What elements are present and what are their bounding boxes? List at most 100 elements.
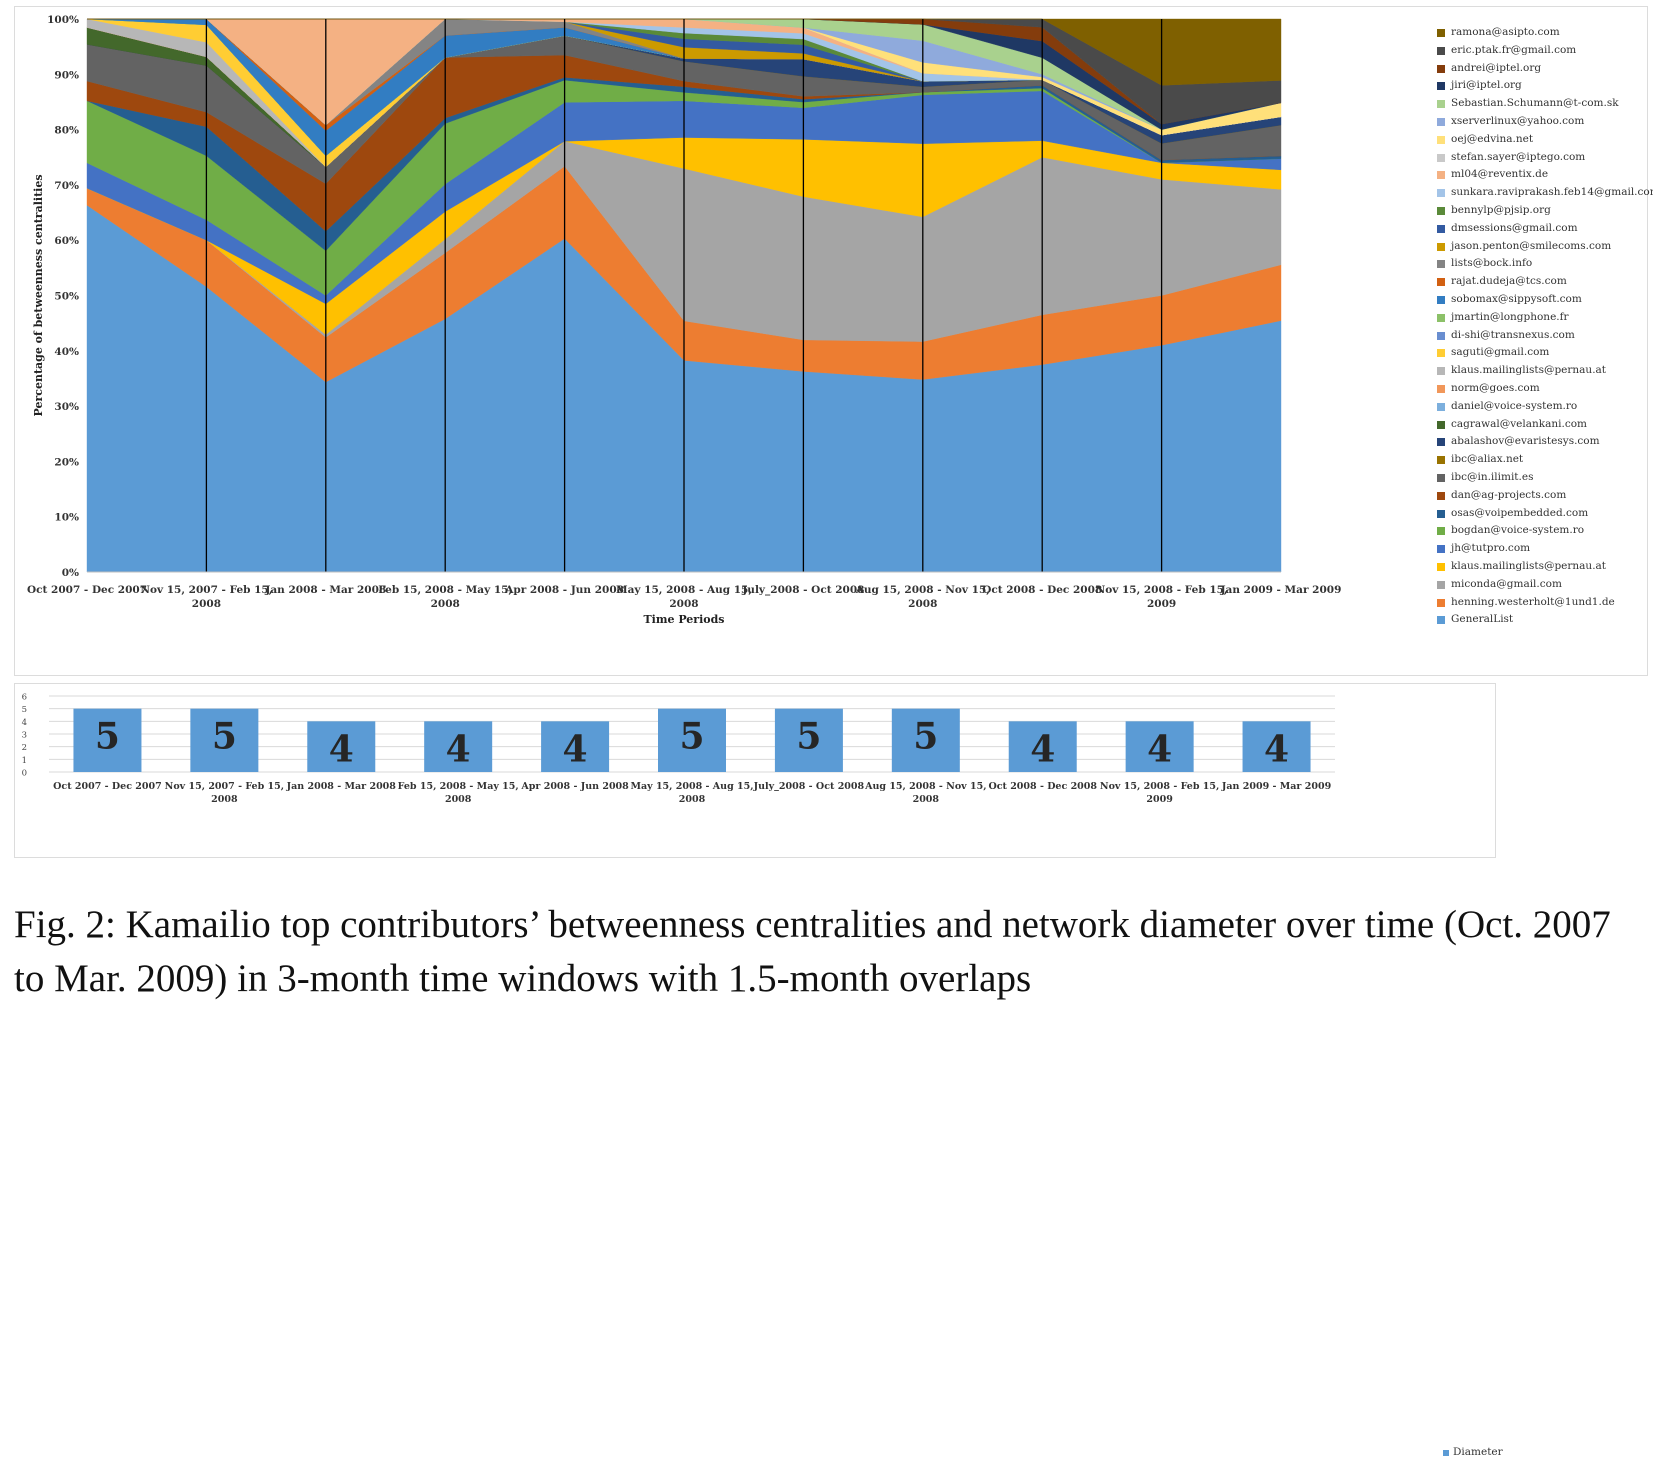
figure-caption: Fig. 2: Kamailio top contributors’ betwe… bbox=[14, 903, 1611, 1000]
legend-swatch bbox=[1437, 242, 1445, 251]
legend-swatch bbox=[1437, 29, 1445, 37]
legend-swatch bbox=[1437, 153, 1445, 162]
legend-label: klaus.mailinglists@pernau.at bbox=[1451, 559, 1607, 572]
y-tick-label: 40% bbox=[54, 346, 79, 358]
legend-label: oej@edvina.net bbox=[1451, 132, 1534, 145]
legend-swatch bbox=[1437, 598, 1445, 607]
legend-label: daniel@voice-system.ro bbox=[1451, 399, 1578, 412]
x-tick-label: July_2008 - Oct 2008 bbox=[741, 584, 864, 597]
legend-label: cagrawal@velankani.com bbox=[1451, 417, 1588, 430]
legend-label: rajat.dudeja@tcs.com bbox=[1451, 275, 1567, 288]
legend-swatch bbox=[1437, 46, 1445, 55]
legend-item: ibc@in.ilimit.es bbox=[1437, 469, 1653, 487]
legend-label: lists@bock.info bbox=[1451, 257, 1533, 270]
legend-item: henning.westerholt@1und1.de bbox=[1437, 594, 1653, 612]
legend-label: abalashov@evaristesys.com bbox=[1451, 435, 1600, 448]
legend-swatch bbox=[1437, 402, 1445, 411]
legend-swatch bbox=[1437, 206, 1445, 215]
legend-swatch bbox=[1437, 367, 1445, 376]
legend-label: osas@voipembedded.com bbox=[1451, 506, 1589, 519]
betweenness-chart-panel: 0% 10% 20% 30% 40% 50% 60% 70% 80% 90% 100% Oct 200… bbox=[14, 6, 1653, 676]
legend-swatch bbox=[1437, 438, 1445, 447]
x-tick-label: Feb 15, 2008 - May 15, 2008 bbox=[398, 781, 519, 805]
legend-label: andrei@iptel.org bbox=[1451, 61, 1542, 74]
legend-label: Diameter bbox=[1453, 1446, 1503, 1458]
legend-swatch bbox=[1437, 509, 1445, 518]
x-tick-label: Nov 15, 2007 - Feb 15, 2008 bbox=[165, 781, 284, 805]
legend-label: ml04@reventix.de bbox=[1451, 168, 1549, 181]
legend-label: dan@ag-projects.com bbox=[1451, 488, 1567, 501]
legend-item: GeneralList bbox=[1437, 611, 1653, 629]
legend-item: daniel@voice-system.ro bbox=[1437, 398, 1653, 416]
legend-item: oej@edvina.net bbox=[1437, 131, 1653, 149]
diameter-bar bbox=[658, 708, 726, 772]
legend-label: saguti@gmail.com bbox=[1451, 346, 1550, 359]
legend-item: abalashov@evaristesys.com bbox=[1437, 433, 1653, 451]
x-tick-label: July_2008 - Oct 2008 bbox=[753, 781, 865, 792]
legend-swatch bbox=[1437, 349, 1445, 358]
x-tick-label: Jan 2008 - Mar 2008 bbox=[264, 584, 386, 596]
legend-swatch bbox=[1437, 295, 1445, 304]
legend-label: stefan.sayer@iptego.com bbox=[1451, 150, 1586, 163]
legend-swatch bbox=[1437, 562, 1445, 571]
legend-swatch bbox=[1437, 331, 1445, 340]
legend-item: jh@tutpro.com bbox=[1437, 540, 1653, 558]
diameter-bar bbox=[424, 721, 493, 772]
legend-item: klaus.mailinglists@pernau.at bbox=[1437, 362, 1653, 380]
legend-label: ibc@aliax.net bbox=[1451, 453, 1524, 466]
legend-swatch bbox=[1437, 491, 1445, 500]
x-tick-label: Oct 2008 - Dec 2008 bbox=[988, 781, 1097, 792]
legend-swatch bbox=[1437, 260, 1445, 269]
legend-item: sunkara.raviprakash.feb14@gmail.com bbox=[1437, 184, 1653, 202]
x-tick-label: Oct 2007 - Dec 2007 bbox=[53, 781, 162, 792]
x-tick-label: Nov 15, 2008 - Feb 15, 2009 bbox=[1100, 781, 1219, 805]
x-tick-label: Oct 2007 - Dec 2007 bbox=[27, 584, 147, 596]
legend-swatch bbox=[1437, 545, 1445, 554]
x-tick-label: Aug 15, 2008 - Nov 15, 2008 bbox=[855, 584, 990, 610]
bar-data-label: 4 bbox=[563, 728, 588, 770]
x-tick-label: Aug 15, 2008 - Nov 15, 2008 bbox=[864, 781, 986, 805]
x-tick-label: May 15, 2008 - Aug 15, 2008 bbox=[630, 781, 753, 805]
bar-data-label: 5 bbox=[679, 716, 704, 758]
legend-item: saguti@gmail.com bbox=[1437, 344, 1653, 362]
legend-label: dmsessions@gmail.com bbox=[1451, 221, 1578, 234]
legend-label: ibc@in.ilimit.es bbox=[1451, 470, 1534, 483]
legend-swatch bbox=[1437, 420, 1445, 429]
legend-item: ml04@reventix.de bbox=[1437, 166, 1653, 184]
y-tick-label: 0 bbox=[22, 769, 27, 779]
legend-item: jiri@iptel.org bbox=[1437, 77, 1653, 95]
diameter-legend: Diameter bbox=[1443, 1446, 1503, 1458]
y-tick-label: 10% bbox=[54, 512, 79, 524]
legend-swatch bbox=[1437, 473, 1445, 482]
bar-data-label: 5 bbox=[796, 716, 821, 758]
betweenness-area-chart: 0% 10% 20% 30% 40% 50% 60% 70% 80% 90% 100% Oct 200… bbox=[27, 14, 1341, 626]
legend-label: jason.penton@smilecoms.com bbox=[1451, 239, 1612, 252]
legend-label: sunkara.raviprakash.feb14@gmail.com bbox=[1451, 186, 1653, 199]
x-tick-label: May 15, 2008 - Aug 15, 2008 bbox=[616, 584, 752, 610]
legend-swatch bbox=[1443, 1450, 1449, 1456]
legend-item: norm@goes.com bbox=[1437, 380, 1653, 398]
legend-item: ramona@asipto.com bbox=[1437, 24, 1653, 42]
bar-data-label: 4 bbox=[1264, 728, 1289, 770]
legend-label: jh@tutpro.com bbox=[1451, 542, 1531, 555]
x-tick-label: Nov 15, 2008 - Feb 15, 2009 bbox=[1096, 584, 1228, 610]
y-tick-label: 80% bbox=[54, 125, 79, 137]
legend-label: eric.ptak.fr@gmail.com bbox=[1451, 43, 1577, 56]
legend-swatch bbox=[1437, 64, 1445, 73]
bar-data-label: 4 bbox=[1147, 728, 1172, 770]
legend-item: ibc@aliax.net bbox=[1437, 451, 1653, 469]
legend-item: xserverlinux@yahoo.com bbox=[1437, 113, 1653, 131]
x-tick-label: Feb 15, 2008 - May 15, 2008 bbox=[378, 584, 512, 610]
legend-item: dan@ag-projects.com bbox=[1437, 487, 1653, 505]
legend-label: bennylp@pjsip.org bbox=[1451, 203, 1551, 216]
x-tick-label: Jan 2008 - Mar 2008 bbox=[286, 781, 397, 792]
legend-item: rajat.dudeja@tcs.com bbox=[1437, 273, 1653, 291]
diameter-bar bbox=[1125, 721, 1194, 772]
legend-item: jmartin@longphone.fr bbox=[1437, 309, 1653, 327]
legend-label: miconda@gmail.com bbox=[1451, 577, 1562, 590]
legend-item: lists@bock.info bbox=[1437, 255, 1653, 273]
legend-label: klaus.mailinglists@pernau.at bbox=[1451, 364, 1607, 377]
bar-data-label: 5 bbox=[913, 716, 938, 758]
legend-item: cagrawal@velankani.com bbox=[1437, 416, 1653, 434]
y-tick-label: 2 bbox=[22, 743, 27, 753]
